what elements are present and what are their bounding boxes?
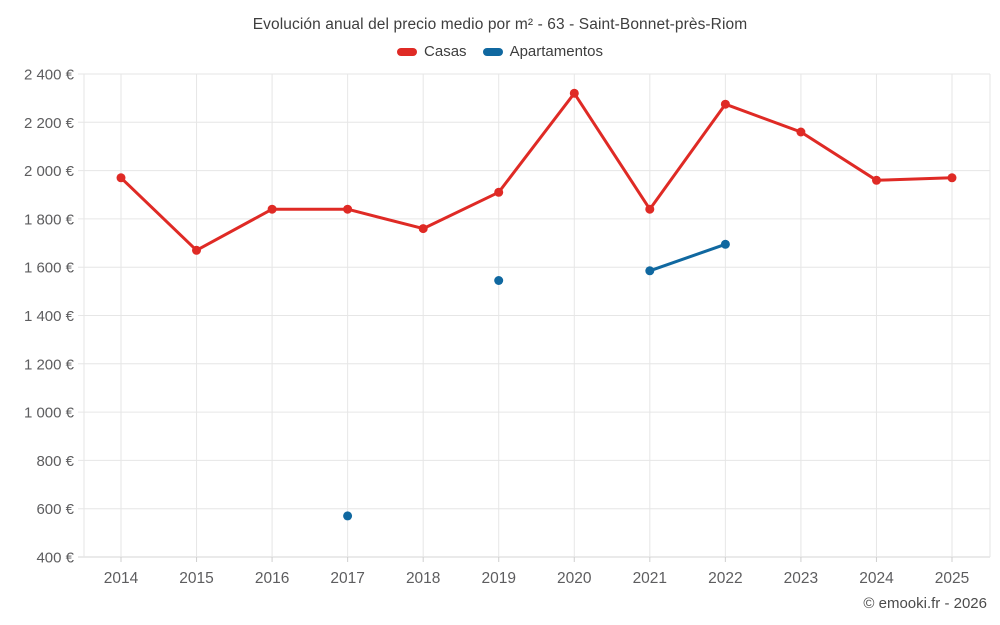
apartamentos-series-marker-icon: [482, 47, 503, 56]
x-tick-label: 2022: [708, 570, 742, 587]
casas-point-2025: [947, 173, 957, 183]
x-tick-label: 2017: [330, 570, 364, 587]
y-tick-label: 1 200 €: [24, 356, 75, 373]
legend-item-apartamentos[interactable]: Apartamentos: [482, 43, 603, 60]
chart-legend: Casas Apartamentos: [0, 43, 1000, 60]
apartamentos-point-2022: [720, 239, 730, 249]
x-tick-label: 2018: [406, 570, 440, 587]
x-tick-label: 2019: [481, 570, 515, 587]
casas-point-2021: [645, 204, 655, 214]
apartamentos-point-2019: [494, 276, 504, 285]
apartamentos-point-2021: [645, 266, 655, 276]
y-tick-label: 800 €: [36, 453, 74, 470]
casas-point-2015: [192, 245, 201, 255]
casas-point-2016: [267, 204, 277, 214]
y-tick-label: 2 400 €: [24, 67, 75, 84]
y-tick-label: 1 800 €: [24, 211, 75, 228]
x-tick-label: 2023: [784, 570, 818, 587]
y-tick-label: 2 000 €: [24, 163, 75, 180]
y-tick-label: 1 000 €: [24, 405, 75, 422]
casas-point-2019: [494, 187, 504, 197]
legend-label-casas: Casas: [424, 43, 467, 60]
y-tick-label: 600 €: [36, 501, 74, 518]
x-tick-label: 2024: [859, 570, 894, 587]
casas-point-2014: [116, 173, 126, 183]
casas-line: [119, 91, 954, 252]
casas-point-2017: [343, 204, 353, 214]
legend-label-apartamentos: Apartamentos: [509, 43, 603, 60]
chart-title: Evolución anual del precio medio por m² …: [252, 16, 748, 33]
casas-point-2022: [720, 99, 730, 109]
x-tick-label: 2014: [104, 570, 139, 587]
copyright-credit: © emooki.fr - 2026: [863, 595, 987, 612]
casas-series-marker-icon: [397, 47, 418, 56]
y-tick-label: 1 600 €: [24, 260, 75, 277]
y-tick-label: 2 200 €: [24, 115, 75, 132]
x-tick-label: 2015: [179, 570, 213, 587]
legend-item-casas[interactable]: Casas: [397, 43, 467, 60]
y-tick-label: 1 400 €: [24, 308, 75, 325]
casas-point-2024: [872, 175, 881, 185]
apartamentos-point-2017: [343, 511, 353, 521]
casas-point-2023: [796, 127, 806, 137]
casas-point-2020: [569, 88, 579, 98]
x-tick-label: 2021: [633, 570, 667, 587]
apartamentos-line: [648, 242, 727, 273]
x-tick-label: 2025: [935, 570, 969, 587]
casas-point-2018: [418, 224, 428, 234]
x-tick-label: 2020: [557, 570, 592, 587]
x-tick-label: 2016: [255, 570, 289, 587]
y-tick-label: 400 €: [36, 550, 74, 567]
